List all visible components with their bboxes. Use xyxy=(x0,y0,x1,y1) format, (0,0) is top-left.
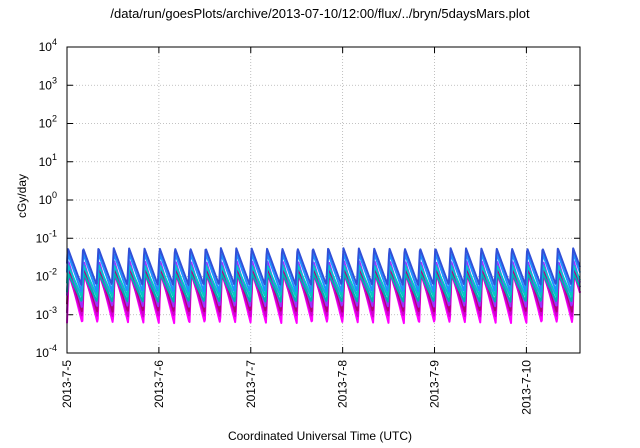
y-tick-label: 100 xyxy=(39,190,57,207)
x-tick-label: 2013-7-5 xyxy=(60,360,74,408)
chart-title: /data/run/goesPlots/archive/2013-07-10/1… xyxy=(110,6,530,21)
y-tick-label: 104 xyxy=(39,37,57,54)
x-axis-label: Coordinated Universal Time (UTC) xyxy=(227,429,413,443)
data-series-line xyxy=(66,247,581,286)
x-tick-label: 2013-7-8 xyxy=(336,360,350,408)
y-tick-label: 103 xyxy=(39,75,57,92)
y-tick-label: 10-4 xyxy=(36,343,57,360)
data-series-line xyxy=(66,263,581,298)
data-series-line xyxy=(66,252,581,293)
data-series-line xyxy=(66,272,581,318)
x-tick-label: 2013-7-10 xyxy=(519,360,533,415)
y-tick-label: 10-2 xyxy=(36,267,57,284)
y-tick-label: 10-3 xyxy=(36,305,57,322)
y-tick-label: 101 xyxy=(39,152,57,169)
x-tick-label: 2013-7-7 xyxy=(244,360,258,408)
plot-frame xyxy=(66,46,581,354)
x-tick-label: 2013-7-9 xyxy=(428,360,442,408)
data-series-line xyxy=(66,272,581,303)
y-tick-label: 10-1 xyxy=(36,228,57,245)
y-tick-label: 102 xyxy=(39,114,57,131)
x-tick-label: 2013-7-6 xyxy=(152,360,166,408)
